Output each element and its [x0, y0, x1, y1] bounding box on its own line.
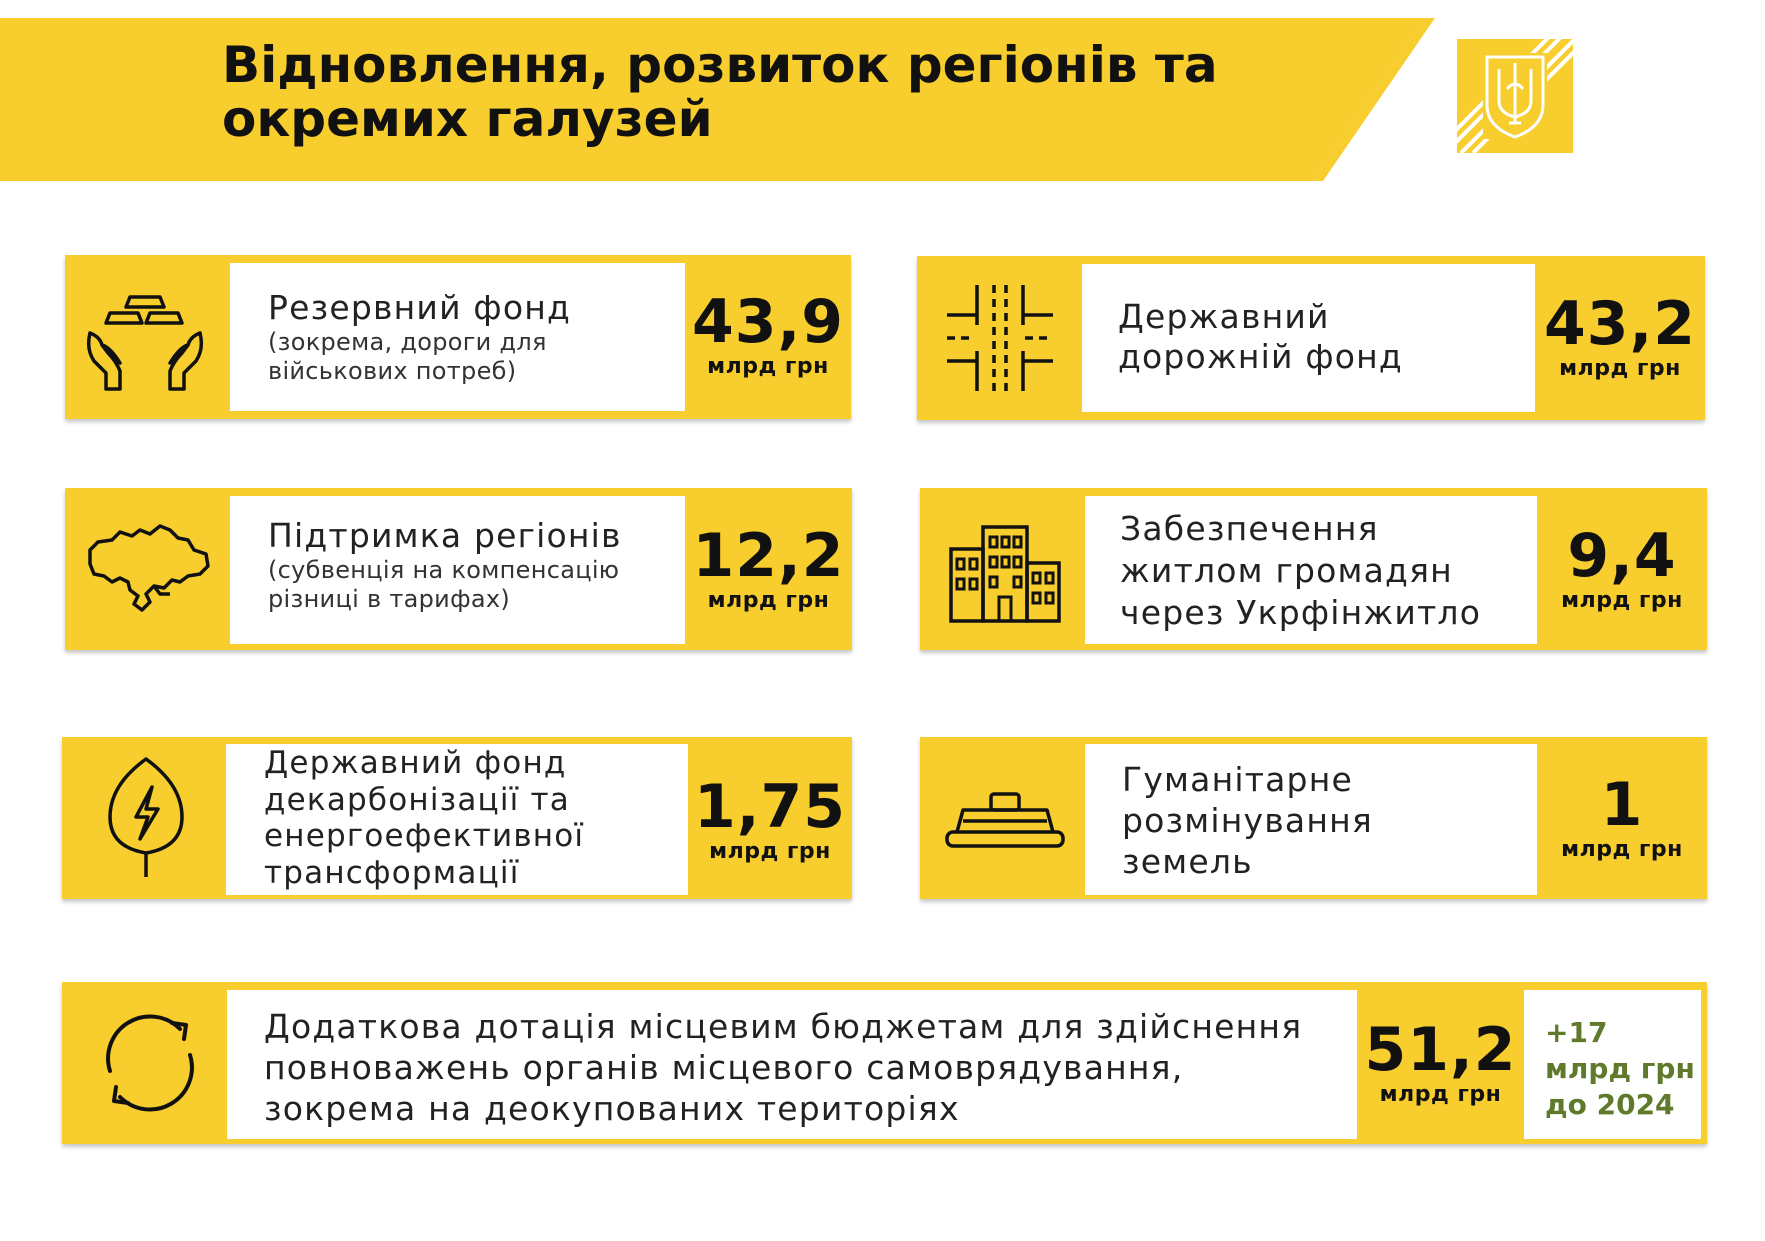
card-reserve-fund-inner [230, 263, 685, 411]
extra-unit: млрд грн [1545, 1052, 1695, 1085]
road-intersection-icon [925, 275, 1075, 400]
card-title-line-3: через Укрфінжитло [1120, 593, 1482, 632]
value-number: 12,2 [692, 521, 845, 591]
value-number: 9,4 [1567, 521, 1677, 591]
card-title-line-3: енергоефективної [264, 818, 585, 854]
value-unit: млрд грн [1561, 588, 1683, 613]
value-unit: млрд грн [1379, 1082, 1502, 1107]
card-housing-value: 9,4 млрд грн [1537, 524, 1707, 614]
value-unit: млрд грн [1561, 837, 1683, 862]
card-title-line-1: Державний [1118, 297, 1330, 336]
card-reserve-fund-value: 43,9 млрд грн [685, 290, 851, 380]
value-number: 51,2 [1364, 1015, 1517, 1085]
page-title: Відновлення, розвиток регіонів та окреми… [222, 38, 1352, 146]
card-title-line-3: зокрема на деокупованих територіях [264, 1089, 960, 1128]
page-title-line-2: окремих галузей [222, 90, 713, 148]
card-subtitle-line-1: (субвенція на компенсацію [268, 556, 620, 584]
card-title-line-2: декарбонізації та [264, 781, 570, 818]
card-title-line-2: розмінування [1122, 801, 1373, 840]
card-road-fund-value: 43,2 млрд грн [1535, 292, 1705, 382]
card-subtitle-line-1: (зокрема, дороги для [268, 328, 547, 356]
value-unit: млрд грн [1559, 356, 1681, 381]
card-additional-subsidy-inner [227, 990, 1357, 1139]
card-title-line-3: земель [1122, 842, 1253, 881]
leaf-lightning-icon [72, 752, 220, 882]
card-decarbonization-fund-value: 1,75 млрд грн [688, 775, 852, 865]
buildings-icon [930, 510, 1080, 635]
card-subtitle-line-2: військових потреб) [268, 357, 517, 385]
card-decarbonization-fund-text: Державний фонд декарбонізації та енергое… [264, 745, 684, 891]
card-title-line-1: Державний фонд [264, 745, 567, 781]
card-title-line-2: житлом громадян [1120, 551, 1453, 590]
card-housing-text: Забезпечення житлом громадян через Укрфі… [1120, 508, 1540, 634]
value-unit: млрд грн [707, 354, 829, 379]
ukraine-map-icon [70, 505, 225, 630]
recycle-arrows-icon [80, 1000, 220, 1125]
card-title-line-1: Забезпечення [1120, 509, 1379, 548]
card-title-line-2: повноважень органів місцевого самоврядув… [264, 1048, 1184, 1087]
card-additional-subsidy-extra: +17 млрд грн до 2024 [1545, 1015, 1695, 1123]
card-title-line-2: дорожній фонд [1118, 337, 1403, 376]
card-demining-text: Гуманітарне розмінування земель [1122, 759, 1532, 882]
card-additional-subsidy-text: Додаткова дотація місцевим бюджетам для … [264, 1006, 1364, 1129]
value-unit: млрд грн [707, 588, 830, 613]
value-number: 1 [1600, 770, 1644, 840]
card-housing-inner [1085, 496, 1537, 644]
card-regions-support-inner [230, 496, 685, 644]
card-subtitle-line-2: різниці в тарифах) [268, 585, 511, 613]
card-demining-inner [1085, 744, 1537, 895]
value-unit: млрд грн [709, 839, 831, 864]
value-number: 43,9 [691, 287, 845, 357]
card-title: Резервний фонд [268, 288, 572, 327]
card-reserve-fund-text: Резервний фонд (зокрема, дороги для війс… [268, 288, 688, 386]
hands-gold-bars-icon [70, 275, 220, 400]
landmine-icon [930, 760, 1080, 880]
card-regions-support-value: 12,2 млрд грн [685, 524, 852, 614]
card-road-fund-text: Державний дорожній фонд [1118, 297, 1528, 377]
value-number: 43,2 [1543, 289, 1697, 359]
value-number: 1,75 [693, 772, 847, 842]
card-demining-value: 1 млрд грн [1537, 773, 1707, 863]
card-title-line-1: Додаткова дотація місцевим бюджетам для … [264, 1007, 1303, 1046]
card-decarbonization-fund-inner [226, 744, 688, 895]
page-title-line-1: Відновлення, розвиток регіонів та [222, 36, 1218, 94]
extra-increase: +17 [1545, 1016, 1608, 1049]
card-additional-subsidy-extra-box [1524, 990, 1701, 1139]
card-road-fund-inner [1082, 264, 1535, 412]
card-additional-subsidy-value: 51,2 млрд грн [1357, 1018, 1524, 1108]
card-title: Підтримка регіонів [268, 516, 622, 555]
card-regions-support-text: Підтримка регіонів (субвенція на компенс… [268, 516, 708, 614]
trident-emblem-icon [1457, 39, 1573, 153]
extra-period: до 2024 [1545, 1088, 1675, 1121]
card-title-line-4: трансформації [264, 854, 520, 891]
card-title-line-1: Гуманітарне [1122, 760, 1353, 799]
